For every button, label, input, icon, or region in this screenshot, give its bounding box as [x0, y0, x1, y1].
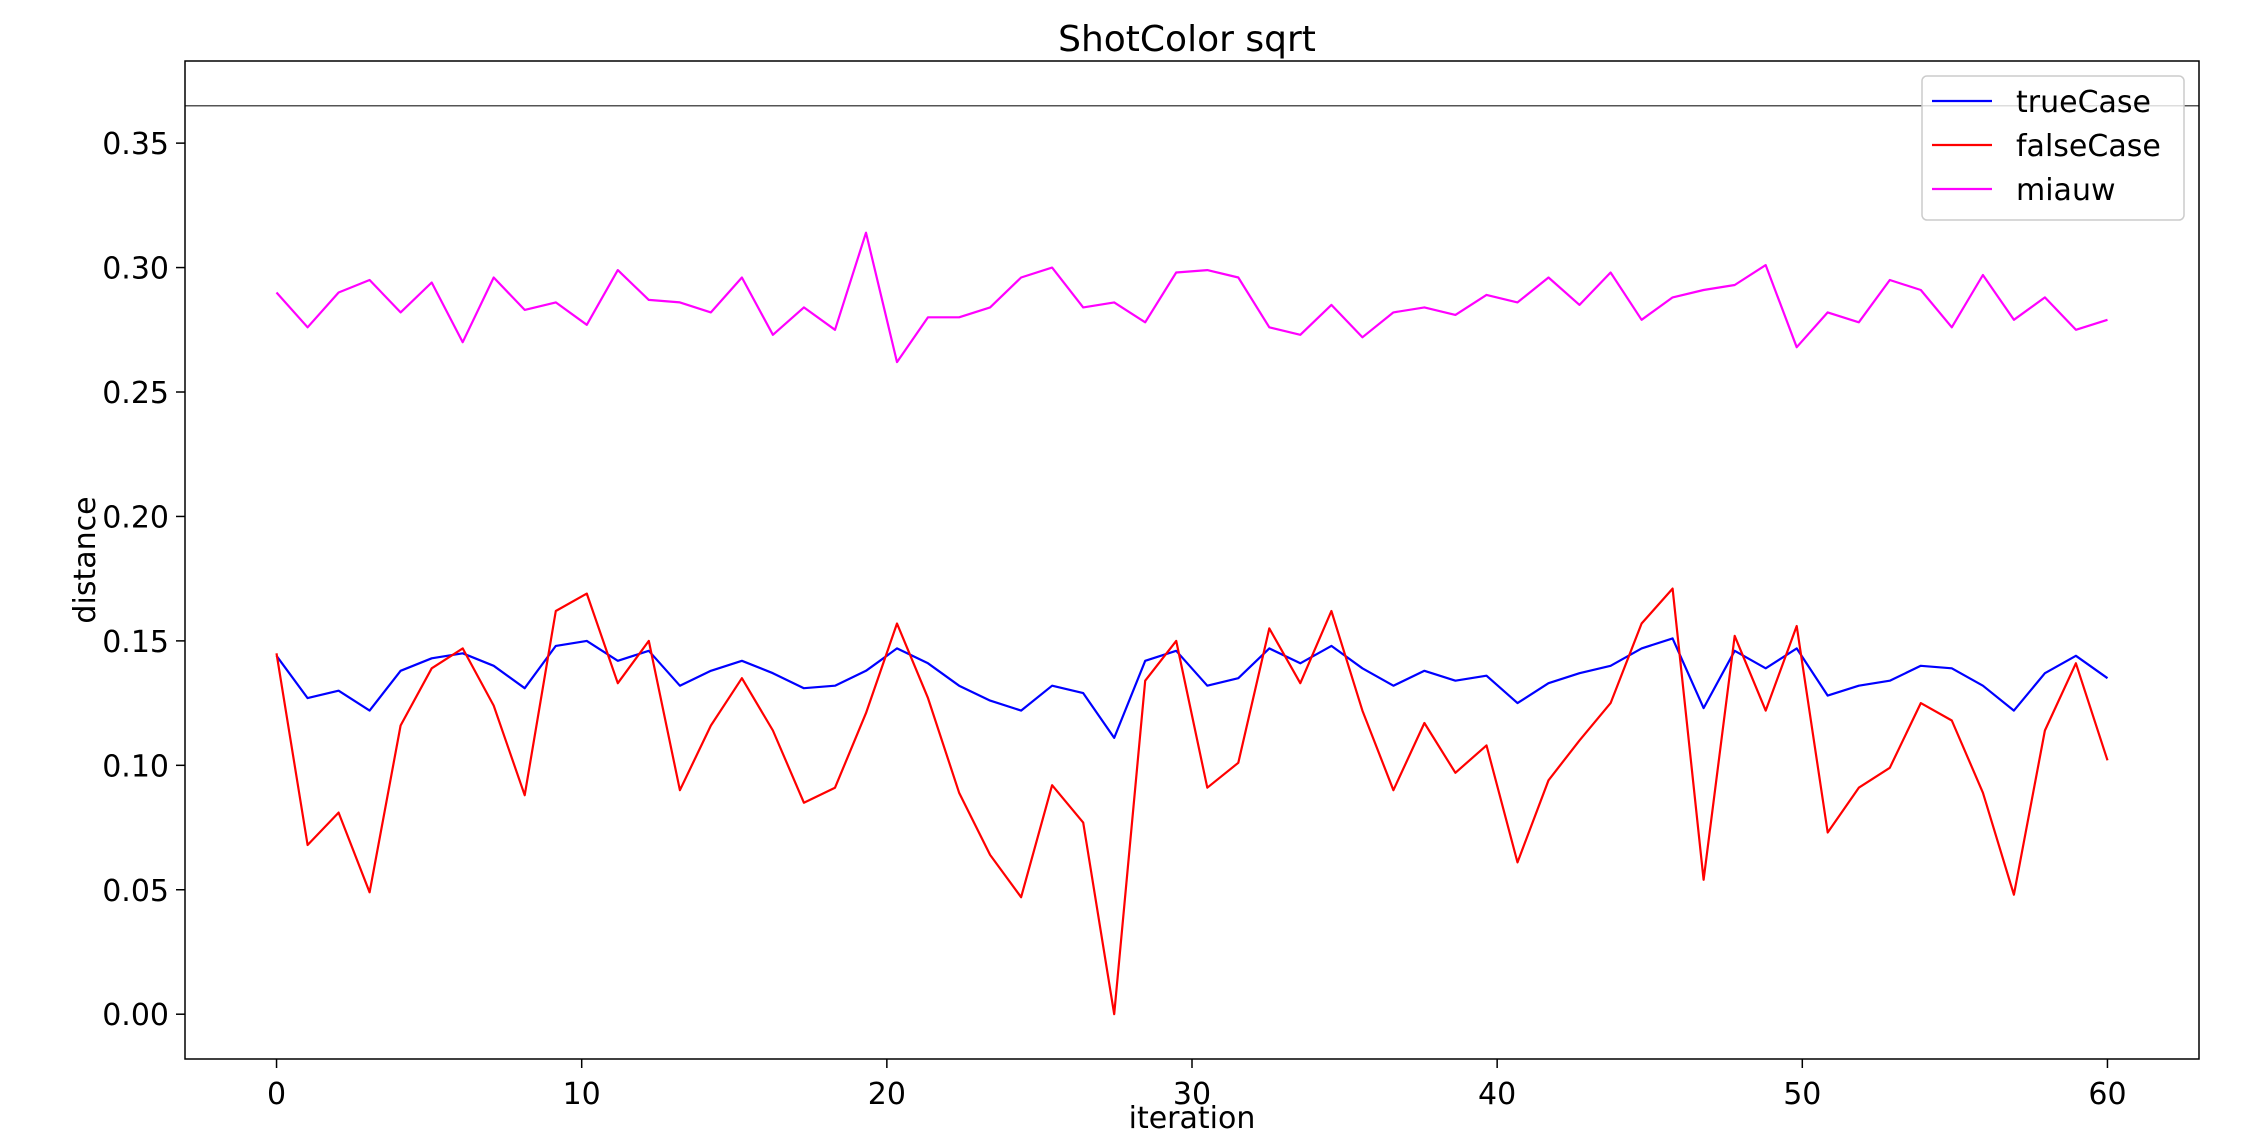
x-tick-label: 60 — [2088, 1077, 2126, 1112]
y-tick-label: 0.15 — [102, 625, 169, 660]
legend: trueCase falseCase miauw — [1921, 75, 2185, 221]
x-tick-label: 40 — [1478, 1077, 1516, 1112]
x-axis-label: iteration — [1129, 1101, 1256, 1135]
x-tick-label: 10 — [563, 1077, 601, 1112]
legend-label-miauw: miauw — [2016, 173, 2116, 208]
x-tick-label: 0 — [267, 1077, 286, 1112]
series-layer — [275, 231, 2109, 1016]
y-tick-label: 0.20 — [102, 500, 169, 535]
x-tick-label: 30 — [1173, 1077, 1211, 1112]
legend-label-falseCase: falseCase — [2016, 129, 2161, 164]
x-tick-label: 20 — [868, 1077, 906, 1112]
y-tick-label: 0.35 — [102, 127, 169, 162]
plot-frame — [184, 60, 2200, 1060]
x-axis: 0 10 20 30 40 50 60 — [267, 1059, 2127, 1112]
legend-label-trueCase: trueCase — [2016, 85, 2151, 120]
legend-box — [1921, 75, 2185, 221]
series-line-trueCase — [275, 637, 2109, 740]
y-axis: 0.00 0.05 0.10 0.15 0.20 0.25 0.30 0.35 — [102, 127, 185, 1033]
y-tick-label: 0.05 — [102, 874, 169, 909]
x-tick-label: 50 — [1783, 1077, 1821, 1112]
y-axis-label: distance — [68, 496, 103, 623]
y-tick-label: 0.00 — [102, 998, 169, 1033]
y-tick-label: 0.30 — [102, 252, 169, 287]
series-line-miauw — [275, 231, 2108, 364]
series-line-falseCase — [275, 587, 2109, 1016]
y-tick-label: 0.25 — [102, 376, 169, 411]
y-tick-label: 0.10 — [102, 749, 169, 784]
chart-title: ShotColor sqrt — [1058, 19, 1316, 60]
